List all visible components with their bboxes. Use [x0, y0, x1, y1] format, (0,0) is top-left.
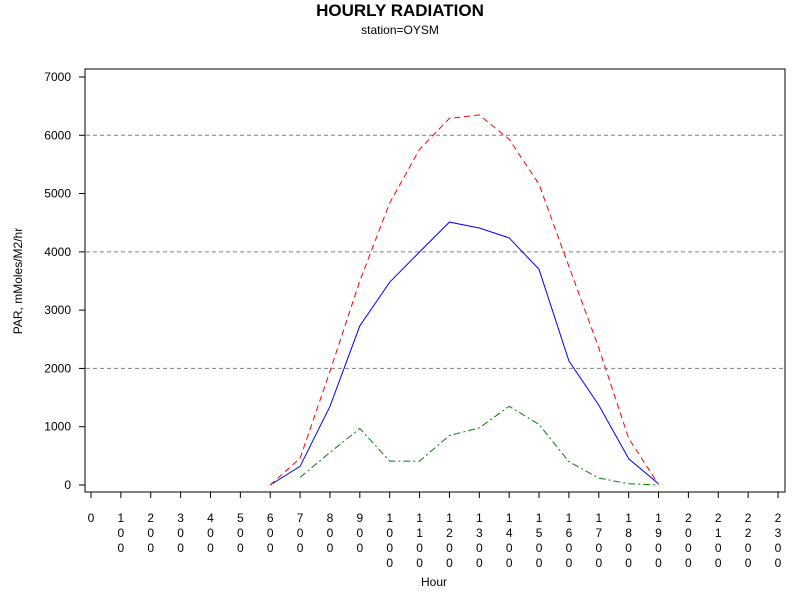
plot-area-frame: [84, 68, 786, 493]
chart-title: HOURLY RADIATION: [316, 1, 484, 20]
series-lines: [269, 114, 659, 486]
y-axis-label: PAR, mMoles/M2/hr: [11, 228, 25, 334]
y-tick-label: 7000: [44, 70, 71, 84]
y-tick-label: 4000: [44, 245, 71, 259]
y-tick-label: 0: [64, 478, 71, 492]
y-tick-label: 3000: [44, 303, 71, 317]
y-tick-label: 5000: [44, 187, 71, 201]
y-tick-label: 6000: [44, 128, 71, 142]
x-axis-label: Hour: [421, 575, 447, 589]
y-tick-label: 2000: [44, 361, 71, 375]
series-line-solid: [269, 221, 659, 486]
y-tick-label: 1000: [44, 420, 71, 434]
series-line-dashdot: [299, 405, 659, 486]
axes: 0 1000 2000 3000 4000 5000 6000 7000 0 1 0 0 2 0 0 3 0 0 4…: [44, 70, 781, 570]
series-line-dashed: [269, 114, 659, 486]
chart-subtitle: station=OYSM: [361, 23, 439, 37]
x-tick-label: 0: [88, 511, 95, 525]
gridlines: [86, 134, 784, 369]
